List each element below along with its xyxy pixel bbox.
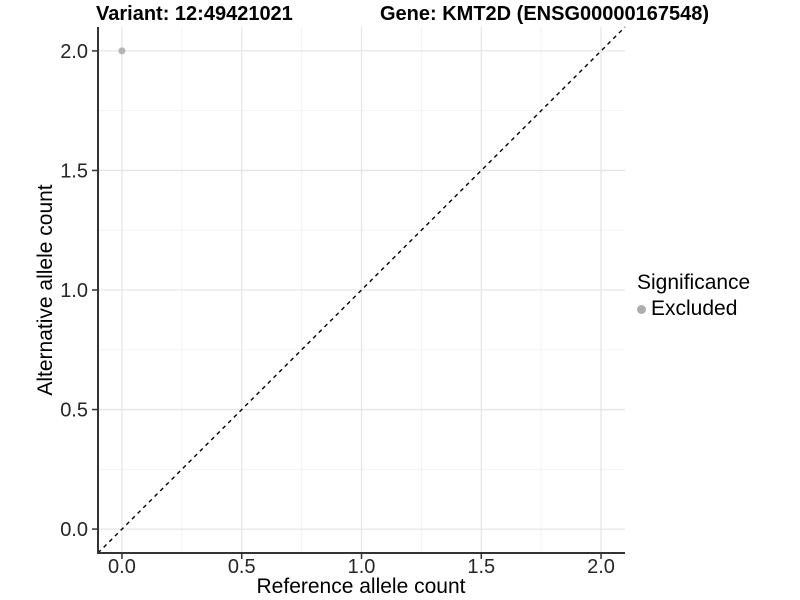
- y-tick-label: 0.5: [60, 400, 88, 422]
- legend-item-label: Excluded: [651, 297, 738, 320]
- plot-title-variant: Variant: 12:49421021: [96, 3, 293, 25]
- x-tick-label: 1.0: [348, 556, 376, 578]
- x-axis-title: Reference allele count: [256, 575, 466, 598]
- x-tick-label: 0.5: [228, 556, 256, 578]
- y-tick-label: 1.5: [60, 160, 88, 182]
- y-tick-label: 2.0: [60, 41, 88, 63]
- x-tick-label: 1.5: [467, 556, 495, 578]
- legend-item-excluded: Excluded: [637, 297, 750, 321]
- legend-point-icon: [637, 304, 646, 314]
- legend: Significance Excluded: [637, 271, 750, 321]
- plot-title-gene: Gene: KMT2D (ENSG00000167548): [380, 3, 710, 25]
- legend-title: Significance: [637, 271, 751, 294]
- x-tick-label: 0.0: [108, 556, 136, 578]
- x-tick-label: 2.0: [587, 556, 615, 578]
- y-tick-label: 0.0: [60, 519, 88, 541]
- y-axis-title: Alternative allele count: [34, 184, 57, 396]
- y-tick-label: 1.0: [60, 280, 88, 302]
- data-point-excluded: [118, 47, 126, 55]
